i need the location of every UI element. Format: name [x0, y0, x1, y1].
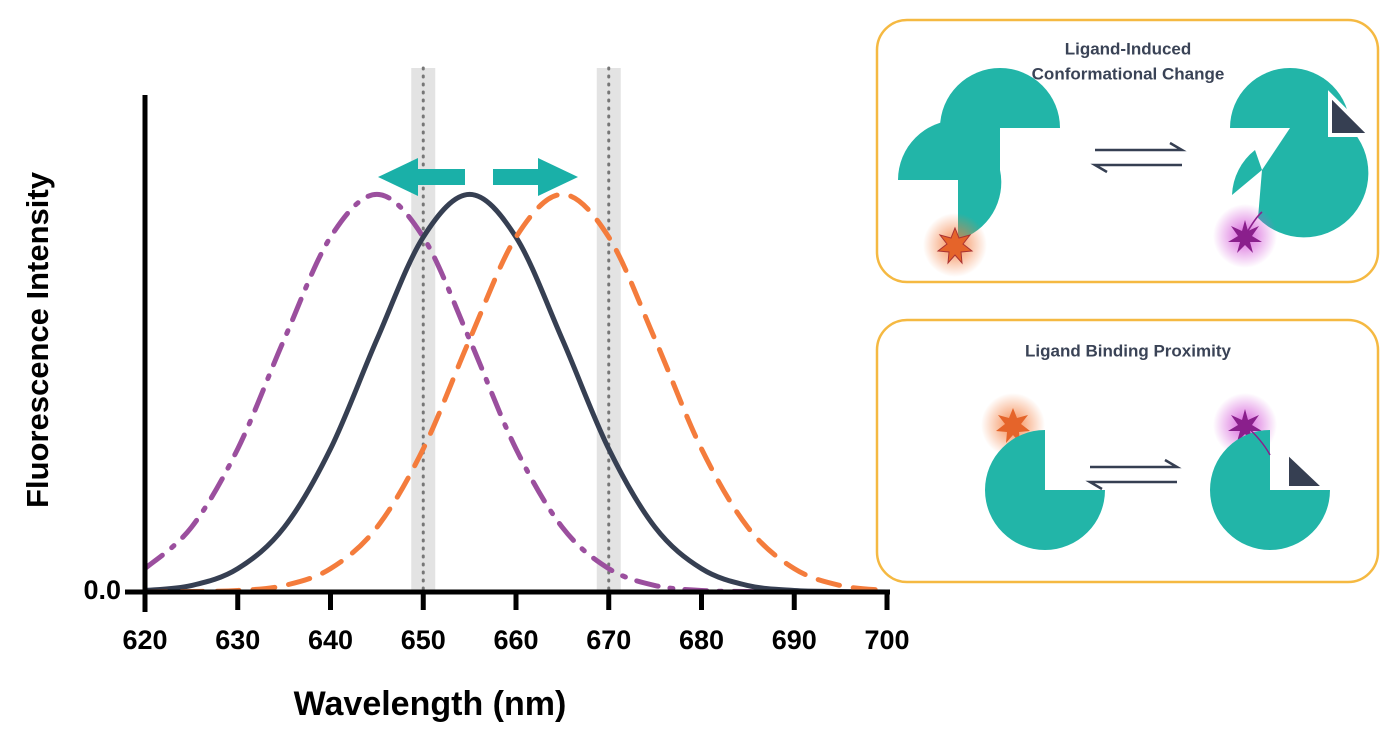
x-tick-label: 660 — [493, 625, 538, 655]
x-tick-label: 700 — [864, 625, 909, 655]
series-line — [142, 191, 890, 595]
y-axis-label: Fluorescence Intensity — [20, 171, 55, 508]
series-line — [142, 191, 890, 595]
x-tick-label: 670 — [586, 625, 631, 655]
x-tick-label: 620 — [122, 625, 167, 655]
x-tick-label: 640 — [308, 625, 353, 655]
x-tick-label: 680 — [679, 625, 724, 655]
series-line — [142, 191, 890, 595]
shift-arrows — [378, 158, 578, 196]
x-tick-label: 690 — [772, 625, 817, 655]
panel-title: Ligand-Induced — [1065, 39, 1192, 58]
x-tick-label: 630 — [215, 625, 260, 655]
panel-conformational: Ligand-Induced Conformational Change — [875, 18, 1380, 284]
plot: 620 630 640 650 660 670 680 690 700 0.0 — [83, 66, 910, 655]
x-tick-label: 650 — [401, 625, 446, 655]
y-tick-label: 0.0 — [83, 575, 121, 605]
panel-proximity: Ligand Binding Proximity — [875, 318, 1380, 584]
panel-title: Conformational Change — [1032, 64, 1225, 83]
x-axis-label: Wavelength (nm) — [294, 685, 567, 723]
panel-title: Ligand Binding Proximity — [1025, 341, 1231, 360]
